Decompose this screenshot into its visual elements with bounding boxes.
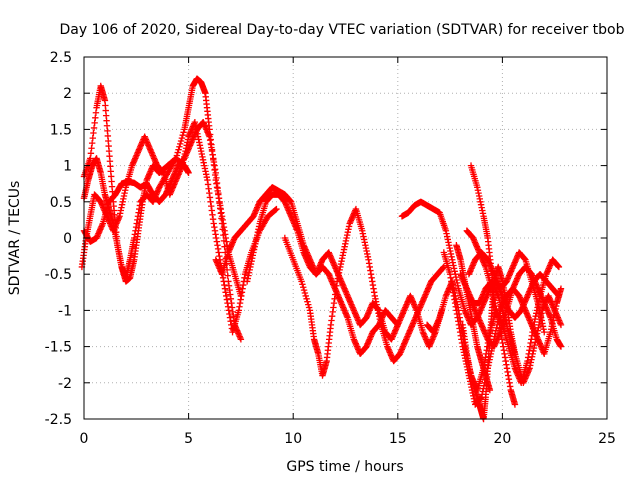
y-tick-label: 2.5 xyxy=(50,50,72,66)
data-point xyxy=(272,206,279,213)
x-tick-label: 5 xyxy=(184,431,193,447)
series-track-3 xyxy=(80,75,245,300)
data-point xyxy=(176,143,183,150)
data-point xyxy=(490,307,498,314)
data-point xyxy=(179,131,186,139)
data-point xyxy=(303,295,310,303)
x-axis-label: GPS time / hours xyxy=(286,459,403,475)
series-track-13 xyxy=(465,249,548,336)
y-tick-label: 2 xyxy=(63,86,72,102)
data-point xyxy=(511,401,519,408)
data-point xyxy=(177,137,185,145)
y-tick-label: -2.5 xyxy=(45,412,72,428)
y-tick-label: 0 xyxy=(63,231,72,247)
grid-lines xyxy=(84,57,607,419)
x-tick-label: 20 xyxy=(493,431,511,447)
y-tick-label: -2 xyxy=(58,376,72,392)
data-point xyxy=(178,134,186,142)
chart-title: Day 106 of 2020, Sidereal Day-to-day VTE… xyxy=(59,22,624,38)
data-points xyxy=(78,75,565,423)
data-point xyxy=(185,169,192,177)
data-point xyxy=(172,156,179,164)
data-point xyxy=(557,343,565,350)
axis-ticks: 0 5 10 15 20 25 2.5 2 1.5 1 0.5 0 -0.5 -1 -1.5 -2 -2.5 xyxy=(45,50,616,447)
series-track-7 xyxy=(281,205,448,379)
data-point xyxy=(301,289,309,297)
data-point xyxy=(300,284,307,291)
data-point xyxy=(180,129,187,136)
data-point xyxy=(302,292,309,300)
y-tick-label: 0.5 xyxy=(50,195,72,211)
series-track-6 xyxy=(243,191,445,350)
series-track-4 xyxy=(78,118,280,336)
data-point xyxy=(557,321,565,329)
data-point xyxy=(305,304,313,311)
data-point xyxy=(557,285,565,292)
data-point xyxy=(299,281,306,288)
x-tick-label: 0 xyxy=(80,431,89,447)
data-point xyxy=(555,263,563,271)
data-point xyxy=(541,328,548,336)
data-point xyxy=(237,336,245,343)
x-tick-label: 25 xyxy=(598,431,616,447)
y-tick-label: -1 xyxy=(58,303,72,319)
data-point xyxy=(175,146,182,153)
data-point xyxy=(172,155,180,162)
data-point xyxy=(440,263,448,271)
y-tick-label: -0.5 xyxy=(45,267,72,283)
y-axis-label: SDTVAR / TECUs xyxy=(7,181,23,296)
series-track-17 xyxy=(453,242,494,394)
y-tick-label: 1 xyxy=(63,159,72,175)
series-track-16 xyxy=(467,162,498,314)
data-point xyxy=(174,149,181,156)
x-tick-label: 15 xyxy=(389,431,407,447)
data-point xyxy=(224,272,231,279)
data-point xyxy=(305,301,312,308)
y-tick-label: 1.5 xyxy=(50,122,72,138)
data-point xyxy=(304,298,311,305)
data-point xyxy=(173,152,181,159)
data-point xyxy=(177,140,184,148)
x-tick-label: 10 xyxy=(284,431,302,447)
y-tick-label: -1.5 xyxy=(45,340,72,356)
data-point xyxy=(486,386,494,394)
data-point xyxy=(273,205,280,213)
data-point xyxy=(300,286,308,294)
data-point xyxy=(511,350,519,358)
data-point xyxy=(298,278,305,285)
